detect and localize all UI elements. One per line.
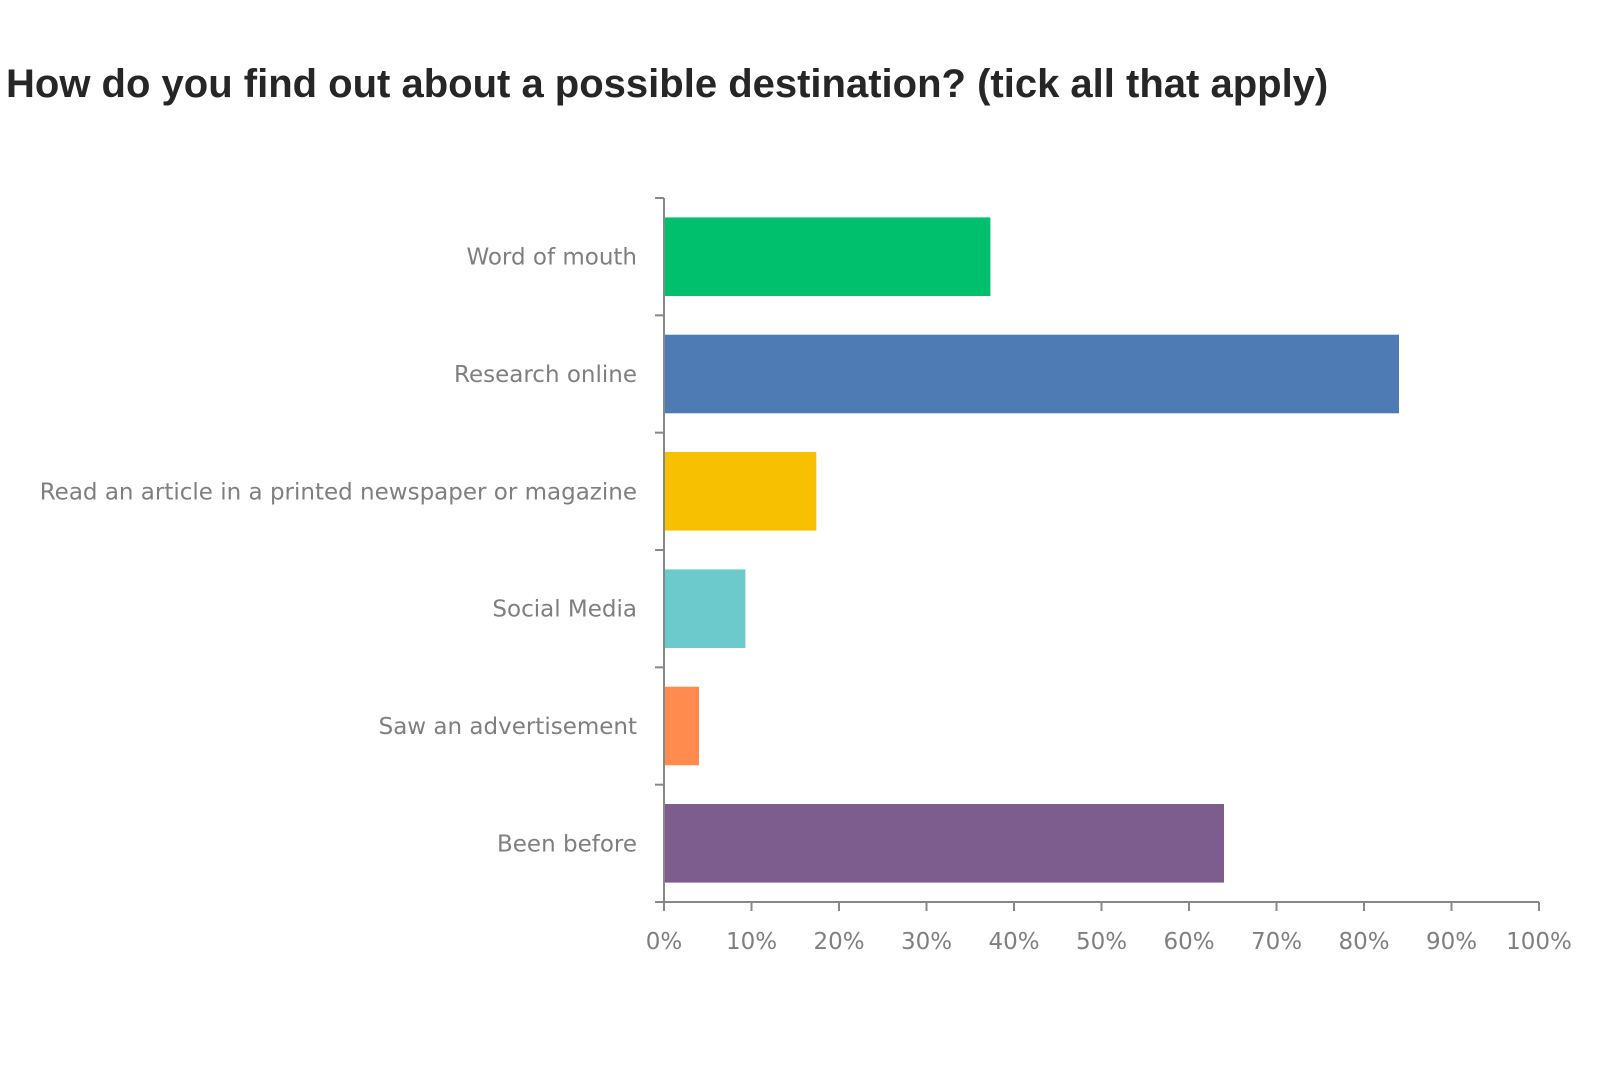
bar bbox=[664, 334, 1399, 414]
bar bbox=[664, 686, 699, 766]
x-tick-label: 60% bbox=[1163, 929, 1214, 955]
x-tick-label: 90% bbox=[1426, 929, 1477, 955]
x-tick-label: 10% bbox=[726, 929, 777, 955]
x-tick-label: 100% bbox=[1506, 929, 1572, 955]
category-label: Been before bbox=[497, 831, 637, 857]
x-tick-label: 50% bbox=[1076, 929, 1127, 955]
x-tick-label: 30% bbox=[901, 929, 952, 955]
category-label: Read an article in a printed newspaper o… bbox=[40, 479, 637, 505]
bar bbox=[664, 804, 1224, 883]
chart-title: How do you find out about a possible des… bbox=[6, 62, 1329, 106]
category-label: Social Media bbox=[492, 597, 637, 623]
bar bbox=[664, 217, 991, 296]
x-tick-label: 40% bbox=[988, 929, 1039, 955]
x-tick-label: 0% bbox=[646, 929, 683, 955]
category-label: Word of mouth bbox=[466, 245, 637, 271]
x-tick-label: 80% bbox=[1338, 929, 1389, 955]
x-tick-label: 20% bbox=[813, 929, 864, 955]
bar bbox=[664, 569, 746, 648]
category-label: Research online bbox=[454, 362, 637, 388]
x-tick-label: 70% bbox=[1251, 929, 1302, 955]
category-label: Saw an advertisement bbox=[379, 714, 637, 740]
bar bbox=[664, 452, 817, 531]
